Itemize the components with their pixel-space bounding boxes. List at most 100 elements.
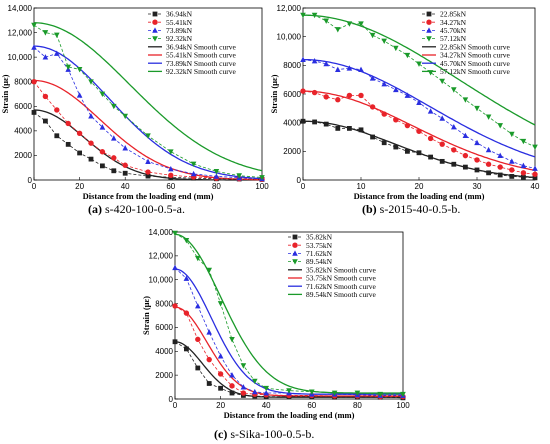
data-point xyxy=(65,64,71,70)
data-point xyxy=(404,92,411,98)
data-point xyxy=(497,164,503,170)
panel-a-caption-text: s-420-100-0.5-a. xyxy=(102,202,185,216)
data-point xyxy=(358,127,364,133)
y-tick-label: 0 xyxy=(28,176,33,185)
data-point xyxy=(309,389,315,395)
data-point xyxy=(145,173,151,179)
legend-marker xyxy=(292,242,298,248)
data-point xyxy=(358,66,364,73)
data-point xyxy=(31,110,37,115)
data-point xyxy=(259,175,265,181)
data-point xyxy=(122,145,128,151)
y-axis-label: Strain (με) xyxy=(141,296,151,335)
data-point xyxy=(497,172,503,178)
data-point xyxy=(172,303,178,309)
y-tick-label: 4000 xyxy=(283,118,301,127)
data-point xyxy=(122,162,128,168)
data-point xyxy=(31,22,37,29)
y-axis-label: Strain (με) xyxy=(269,74,279,113)
x-tick-label: 0 xyxy=(32,182,37,191)
smooth-curve-4 xyxy=(33,22,263,172)
data-point xyxy=(416,61,422,67)
y-tick-label: 10,000 xyxy=(8,53,33,62)
data-point xyxy=(311,89,318,96)
data-point xyxy=(532,144,538,151)
legend-marker xyxy=(426,11,432,17)
data-point xyxy=(427,108,434,114)
y-tick-label: 2000 xyxy=(14,151,32,160)
legend-label: 55.41kN xyxy=(166,18,193,27)
legend-label: 34.27kN Smooth curve xyxy=(440,51,510,60)
data-point xyxy=(521,174,526,180)
data-point xyxy=(31,79,37,85)
data-series-line-4 xyxy=(303,14,536,148)
data-point xyxy=(263,385,269,392)
data-point xyxy=(323,121,329,127)
data-point xyxy=(183,237,190,244)
data-point xyxy=(88,113,94,119)
data-point xyxy=(168,165,174,172)
data-point xyxy=(393,144,399,150)
panel-a-chart: 0 20 40 60 80 100 0 2000 4000 6000 8000 10,000 12,00… xyxy=(0,4,269,201)
data-point xyxy=(393,86,399,93)
data-point xyxy=(381,80,387,87)
data-point xyxy=(312,119,317,125)
data-point xyxy=(497,152,503,159)
data-point xyxy=(300,56,306,62)
data-point xyxy=(145,158,151,164)
data-point xyxy=(451,123,457,130)
legend-label: 36.94kN Smooth curve xyxy=(166,42,236,51)
data-point xyxy=(213,173,220,179)
data-point xyxy=(463,164,468,170)
data-point xyxy=(358,21,364,27)
data-point xyxy=(172,264,178,271)
data-point xyxy=(190,161,197,168)
data-point xyxy=(43,118,48,124)
data-point xyxy=(76,92,83,98)
data-point xyxy=(451,161,457,167)
data-point xyxy=(76,67,83,73)
data-point xyxy=(100,163,105,169)
data-point xyxy=(416,99,422,105)
data-point xyxy=(354,390,361,397)
legend-label: 89.54kN Smooth curve xyxy=(306,290,376,299)
data-point xyxy=(111,155,117,161)
data-point xyxy=(509,167,515,173)
data-point xyxy=(486,170,491,176)
data-point xyxy=(240,390,247,396)
legend-marker xyxy=(292,250,298,256)
data-point xyxy=(42,93,49,100)
data-point xyxy=(77,150,82,156)
smooth-curve-2 xyxy=(34,79,262,181)
panel-a-caption-letter: (a) xyxy=(88,202,102,216)
data-point xyxy=(404,52,411,59)
x-axis-label: Distance from the loading end (mm) xyxy=(354,191,485,201)
data-point xyxy=(509,131,515,138)
x-tick-label: 20 xyxy=(216,401,225,410)
x-tick-label: 0 xyxy=(173,401,178,410)
panel-a-caption: (a) s-420-100-0.5-a. xyxy=(88,202,185,216)
y-tick-label: 8000 xyxy=(283,61,301,70)
x-tick-label: 100 xyxy=(396,401,410,410)
y-tick-label: 4000 xyxy=(14,127,32,136)
data-point xyxy=(346,65,353,71)
x-axis-label: Distance from the loading end (mm) xyxy=(83,191,214,201)
data-point xyxy=(369,75,376,81)
data-point xyxy=(206,356,212,363)
data-point xyxy=(236,173,242,179)
data-point xyxy=(485,114,492,120)
data-point xyxy=(532,165,538,171)
data-point xyxy=(206,267,212,274)
data-point xyxy=(195,302,201,309)
y-tick-label: 2000 xyxy=(283,147,301,156)
legend-label: 53.75kN xyxy=(306,241,333,250)
data-point xyxy=(347,126,352,131)
y-tick-label: 2000 xyxy=(155,371,173,380)
data-point xyxy=(286,388,292,394)
data-point xyxy=(42,30,49,36)
data-point xyxy=(335,126,341,131)
x-tick-label: 60 xyxy=(307,401,316,410)
legend-marker xyxy=(426,27,432,33)
